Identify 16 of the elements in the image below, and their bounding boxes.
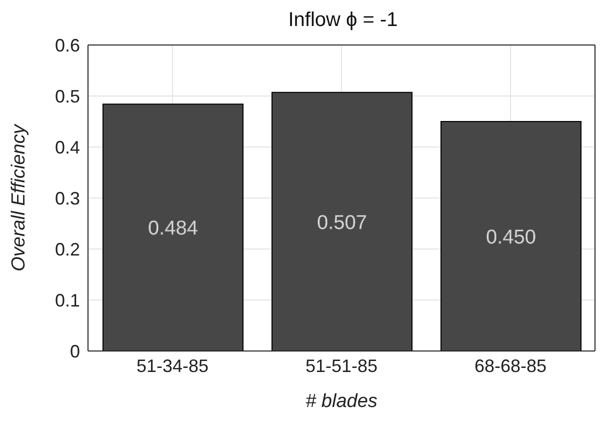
chart-title: Inflow ϕ = -1 — [287, 8, 399, 32]
x-axis-title: # blades — [306, 391, 378, 412]
y-tick-label: 0.2 — [54, 239, 80, 260]
y-tick-label: 0.3 — [54, 188, 80, 208]
y-tick-label: 0.5 — [54, 86, 80, 106]
y-axis-title: Overall Efficiency — [8, 123, 30, 272]
y-tick-label: 0.1 — [54, 290, 80, 310]
x-tick-label: 51-34-85 — [136, 356, 209, 376]
data-label: 0.484 — [148, 218, 198, 240]
y-tick-label: 0.6 — [54, 35, 80, 56]
data-label: 0.507 — [316, 212, 368, 234]
y-tick-label: 0.4 — [54, 137, 80, 158]
x-tick-label: 51-51-85 — [305, 356, 378, 376]
y-tick-label: 0 — [70, 341, 80, 362]
x-tick-label: 68-68-85 — [474, 356, 547, 376]
data-label: 0.450 — [486, 226, 536, 248]
